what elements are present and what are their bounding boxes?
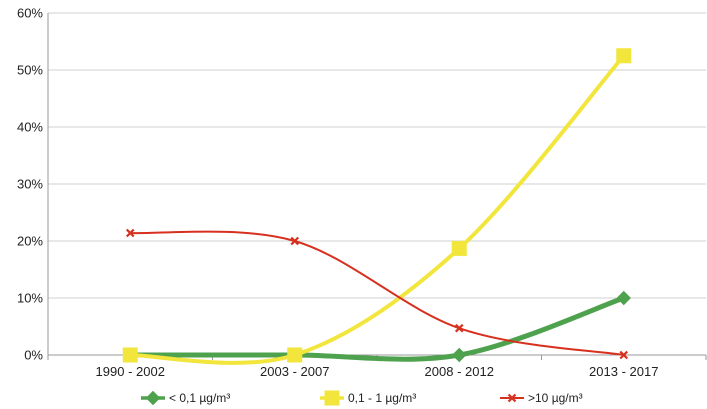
series-line	[127, 295, 627, 362]
y-tick-label: 0%	[24, 348, 43, 363]
y-tick-label: 60%	[17, 6, 43, 21]
data-point	[122, 347, 138, 363]
legend-swatch-marker	[324, 390, 340, 406]
legend-swatch-marker	[145, 390, 161, 406]
legend-label: >10 µg/m³	[528, 391, 583, 405]
series-2	[125, 228, 629, 360]
legend-item-1: 0,1 - 1 µg/m³	[320, 390, 416, 406]
grid-lines	[47, 12, 706, 356]
legend-item-2: >10 µg/m³	[500, 391, 583, 405]
x-tick-label: 1990 - 2002	[96, 364, 165, 379]
data-point	[290, 236, 300, 246]
legend: < 0,1 µg/m³ 0,1 - 1 µg/m³ >10 µg/m³	[141, 390, 583, 406]
x-tick-label: 2013 - 2017	[589, 364, 658, 379]
x-tick-label: 2008 - 2012	[425, 364, 494, 379]
x-marker-stroke	[125, 228, 135, 238]
x-marker-stroke	[619, 350, 629, 360]
y-tick-label: 40%	[17, 120, 43, 135]
legend-item-0: < 0,1 µg/m³	[141, 390, 230, 406]
legend-label: 0,1 - 1 µg/m³	[348, 391, 416, 405]
data-point	[619, 350, 629, 360]
series-0	[123, 290, 631, 363]
y-tick-label: 30%	[17, 177, 43, 192]
legend-swatch-marker	[507, 393, 517, 403]
x-axis: 1990 - 2002 2003 - 2007 2008 - 2012 2013 - …	[47, 355, 707, 379]
data-point	[616, 290, 631, 306]
data-point	[287, 347, 303, 363]
legend-label: < 0,1 µg/m³	[169, 391, 230, 405]
y-tick-label: 10%	[17, 291, 43, 306]
data-point	[451, 240, 467, 256]
series-lines	[122, 48, 632, 365]
series-line	[129, 230, 625, 356]
y-tick-label: 20%	[17, 234, 43, 249]
data-point	[452, 347, 467, 363]
x-tick-label: 2003 - 2007	[260, 364, 329, 379]
data-point	[616, 48, 632, 64]
data-point	[125, 228, 135, 238]
x-marker-stroke	[507, 393, 517, 403]
y-tick-label: 50%	[17, 63, 43, 78]
y-axis: 0% 10% 20% 30% 40% 50% 60%	[17, 6, 43, 363]
data-point	[454, 323, 464, 333]
series-line	[128, 53, 626, 365]
x-marker-stroke	[454, 323, 464, 333]
x-marker-stroke	[290, 236, 300, 246]
series-1	[122, 48, 632, 365]
